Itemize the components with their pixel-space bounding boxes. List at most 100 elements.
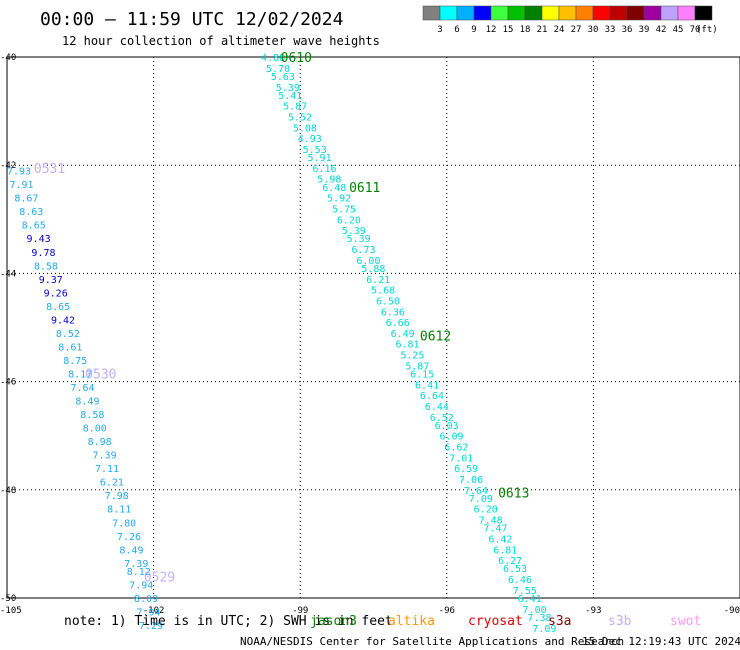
- wave-height-label: 5.63: [271, 72, 295, 83]
- x-tick-label: -102: [143, 606, 165, 616]
- wave-height-label: 6.21: [366, 275, 390, 286]
- time-label: 0611: [349, 181, 380, 196]
- wave-height-label: 6.16: [312, 164, 336, 175]
- time-label: 0612: [420, 330, 451, 345]
- wave-height-label: 7.11: [95, 464, 119, 475]
- colorbar-swatch: [524, 5, 543, 21]
- wave-height-label: 6.09: [439, 432, 463, 443]
- satellite-legend: jason3 altika cryosat s3a s3b swot: [310, 614, 701, 629]
- wave-height-label: 6.49: [391, 329, 415, 340]
- wave-height-label: 6.41: [518, 594, 542, 605]
- wave-height-label: 6.20: [474, 505, 498, 516]
- wave-height-label: 7.94: [129, 580, 153, 591]
- colorbar-swatch: [541, 5, 560, 21]
- wave-height-label: 5.39: [347, 234, 371, 245]
- wave-height-label: 4.93: [298, 134, 322, 145]
- wave-height-label: 8.63: [19, 207, 43, 218]
- wave-height-label: 5.75: [332, 204, 356, 215]
- wave-height-label: 8.52: [56, 329, 80, 340]
- wave-height-label: 5.98: [317, 175, 341, 186]
- wave-height-label: 5.91: [308, 153, 332, 164]
- colorbar-swatch: [575, 5, 594, 21]
- wave-height-label: 6.50: [376, 296, 400, 307]
- colorbar-label: 15: [503, 25, 514, 35]
- satellite-legend-item: jason3: [310, 614, 357, 629]
- wave-height-label: 9.26: [44, 288, 68, 299]
- wave-height-label: 7.64: [464, 486, 488, 497]
- y-tick-label: -44: [0, 269, 16, 279]
- x-tick-label: -93: [585, 606, 601, 616]
- colorbar-swatch: [592, 5, 611, 21]
- y-tick-label: -42: [0, 161, 16, 171]
- wave-height-label: 9.37: [39, 275, 63, 286]
- color-legend: 3 6 9 12 15 18 21 24 27 30 33 36 39 42 45 70(ft): [422, 5, 718, 35]
- colorbar-swatch: [626, 5, 645, 21]
- colorbar-swatch: [507, 5, 526, 21]
- wave-height-label: 5.88: [361, 264, 385, 275]
- wave-height-label: 8.65: [46, 302, 70, 313]
- wave-height-label: 8.98: [88, 437, 112, 448]
- colorbar-swatch: [694, 5, 713, 21]
- wave-height-label: 6.62: [444, 443, 468, 454]
- time-labels: 0610 0611 0612 0613 0531 0530 0529: [34, 51, 530, 585]
- colorbar-swatch: [439, 5, 458, 21]
- wave-height-label: 7.91: [9, 180, 33, 191]
- plot-area: -105 -102 -99 -96 -93 -90 -40-42-44-46-48-50 …: [0, 51, 740, 635]
- colorbar-label: 12: [486, 25, 497, 35]
- wave-height-label: 8.67: [14, 194, 38, 205]
- colorbar-swatch: [422, 5, 441, 21]
- wave-height-label: 6.44: [425, 402, 449, 413]
- time-label: 0530: [85, 367, 116, 382]
- wave-height-label: 7.48: [479, 516, 503, 527]
- colorbar-label: 70: [690, 25, 701, 35]
- colorbar-swatch: [609, 5, 628, 21]
- wave-height-points: 4.885.705.635.395.415.875.525.084.935.53…: [7, 53, 556, 635]
- wave-height-label: 9.78: [31, 248, 55, 259]
- y-tick-label: -50: [0, 594, 16, 604]
- footer-credit: NOAA/NESDIS Center for Satellite Applica…: [240, 635, 624, 648]
- wave-height-label: 7.39: [93, 451, 117, 462]
- wave-height-label: 6.27: [498, 556, 522, 567]
- wave-height-label: 7.98: [105, 491, 129, 502]
- time-label: 0529: [144, 570, 175, 585]
- x-tick-label: -90: [724, 606, 740, 616]
- colorbar-label: 6: [454, 25, 459, 35]
- wave-height-label: 6.42: [488, 534, 512, 545]
- colorbar-swatch: [660, 5, 679, 21]
- wave-height-label: 6.46: [508, 575, 532, 586]
- colorbar-swatch: [643, 5, 662, 21]
- colorbar-label: 42: [656, 25, 667, 35]
- wave-height-label: 8.49: [75, 397, 99, 408]
- wave-height-label: 7.55: [513, 586, 537, 597]
- wave-height-label: 4.88: [261, 53, 285, 64]
- wave-height-label: 8.61: [58, 342, 82, 353]
- wave-height-label: 6.81: [493, 545, 517, 556]
- wave-height-label: 8.58: [34, 261, 58, 272]
- satellite-legend-item: cryosat: [468, 614, 523, 629]
- footer-timestamp: 15 Dec 12:19:43 UTC 2024: [582, 635, 740, 648]
- wave-height-label: 7.06: [459, 475, 483, 486]
- wave-height-label: 6.21: [100, 478, 124, 489]
- wave-height-label: 9.43: [27, 234, 51, 245]
- wave-height-label: 6.03: [435, 421, 459, 432]
- colorbar-swatch: [677, 5, 696, 21]
- wave-height-label: 5.68: [371, 286, 395, 297]
- colorbar-label: 39: [639, 25, 650, 35]
- wave-height-label: 9.42: [51, 315, 75, 326]
- wave-height-label: 8.75: [63, 356, 87, 367]
- wave-height-label: 7.00: [523, 605, 547, 616]
- wave-height-label: 8.58: [80, 410, 104, 421]
- wave-height-label: 8.09: [134, 594, 158, 605]
- wave-height-label: 6.64: [420, 391, 444, 402]
- wave-height-label: 8.49: [119, 545, 143, 556]
- wave-height-label: 6.15: [410, 369, 434, 380]
- wave-height-label: 7.64: [71, 383, 95, 394]
- wave-height-label: 5.41: [278, 91, 302, 102]
- colorbar-swatch: [456, 5, 475, 21]
- x-tick-label: -105: [0, 606, 22, 616]
- colorbar-swatch: [473, 5, 492, 21]
- x-tick-label: -99: [292, 606, 308, 616]
- colorbar-unit: (ft): [696, 25, 718, 35]
- colorbar-label: 21: [537, 25, 548, 35]
- time-label: 0610: [281, 51, 312, 66]
